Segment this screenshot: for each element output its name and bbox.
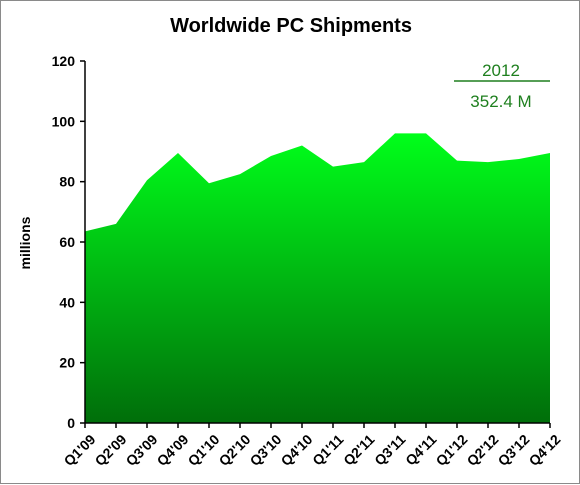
x-tick-label: Q2'10 bbox=[216, 431, 254, 469]
y-tick-label: 80 bbox=[59, 174, 75, 190]
x-tick-label: Q1'11 bbox=[309, 431, 346, 468]
x-tick-label: Q4'09 bbox=[154, 431, 192, 469]
x-tick-label: Q3'11 bbox=[371, 431, 408, 468]
y-tick-label: 120 bbox=[52, 53, 76, 69]
area-series bbox=[85, 133, 550, 423]
x-ticks: Q1'09Q2'09Q3'09Q4'09Q1'10Q2'10Q3'10Q4'10… bbox=[61, 423, 564, 469]
x-tick-label: Q1'12 bbox=[433, 431, 471, 469]
annotation-total: 352.4 M bbox=[470, 92, 531, 111]
y-ticks: 0 20 40 60 80 100 120 bbox=[52, 53, 85, 431]
x-tick-label: Q1'09 bbox=[61, 431, 99, 469]
y-tick-label: 60 bbox=[59, 234, 75, 250]
x-tick-label: Q3'10 bbox=[247, 431, 285, 469]
x-tick-label: Q2'12 bbox=[464, 431, 502, 469]
area-layer bbox=[85, 133, 550, 423]
x-tick-label: Q3'09 bbox=[123, 431, 161, 469]
y-tick-label: 100 bbox=[52, 113, 76, 129]
annotation: 2012 352.4 M bbox=[454, 61, 550, 111]
x-tick-label: Q3'12 bbox=[495, 431, 533, 469]
x-tick-label: Q4'12 bbox=[526, 431, 564, 469]
x-tick-label: Q1'10 bbox=[185, 431, 223, 469]
annotation-year: 2012 bbox=[482, 61, 520, 80]
x-tick-label: Q2'11 bbox=[340, 431, 377, 468]
y-tick-label: 0 bbox=[67, 415, 75, 431]
x-tick-label: Q2'09 bbox=[92, 431, 130, 469]
chart-title: Worldwide PC Shipments bbox=[170, 15, 412, 37]
y-tick-label: 40 bbox=[59, 294, 75, 310]
x-tick-label: Q4'11 bbox=[402, 431, 439, 468]
y-tick-label: 20 bbox=[59, 355, 75, 371]
x-tick-label: Q4'10 bbox=[278, 431, 316, 469]
